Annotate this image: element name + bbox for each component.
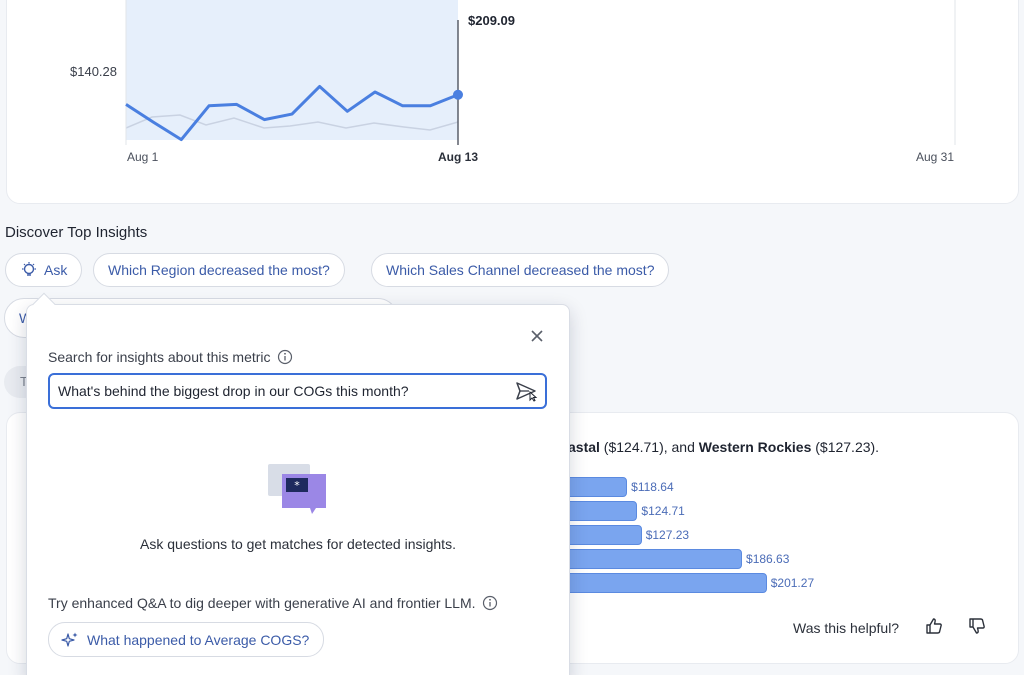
info-icon[interactable]: [482, 595, 498, 611]
search-label: Search for insights about this metric: [48, 349, 293, 365]
insight-bar: [568, 549, 743, 569]
lightbulb-icon: [22, 262, 36, 276]
chart-hover-point: [453, 89, 463, 100]
x-axis-tick-end: Aug 31: [916, 150, 955, 164]
line-chart[interactable]: [0, 0, 1024, 210]
chart-comparison-area: [125, 114, 459, 131]
insight-bar: [568, 501, 638, 521]
search-label-text: Search for insights about this metric: [48, 349, 271, 365]
ai-question-chip[interactable]: What happened to Average COGS?: [48, 622, 325, 657]
chip-region-decrease[interactable]: Which Region decreased the most?: [93, 253, 345, 287]
ask-button-label: Ask: [44, 262, 68, 278]
helpful-prompt: Was this helpful?: [793, 620, 900, 636]
insight-summary: astal ($124.71), and Western Rockies ($1…: [568, 439, 879, 455]
empty-state-text: Ask questions to get matches for detecte…: [140, 536, 456, 552]
thumbs-down-icon[interactable]: [968, 617, 986, 635]
close-icon[interactable]: [528, 327, 546, 345]
chart-highlight-area: [126, 0, 458, 140]
summary-suffix: ($127.23).: [811, 439, 880, 455]
insight-search-input[interactable]: [48, 373, 547, 409]
send-icon[interactable]: [515, 380, 539, 402]
enhanced-qa-text: Try enhanced Q&A to dig deeper with gene…: [48, 595, 476, 611]
ask-button[interactable]: Ask: [5, 253, 83, 287]
chart-series-line: [125, 84, 459, 142]
ai-chip-label: What happened to Average COGS?: [87, 631, 310, 648]
x-axis-tick-start: Aug 1: [127, 150, 159, 164]
summary-mid: ($124.71), and: [599, 439, 699, 455]
insight-bar-value: $127.23: [645, 528, 690, 542]
sparkle-icon: [61, 632, 78, 647]
x-axis-tick-hover: Aug 13: [438, 150, 479, 164]
summary-region: Western Rockies: [698, 439, 812, 455]
insight-bar: [568, 477, 628, 497]
insights-title: Discover Top Insights: [5, 224, 148, 241]
y-axis-tick: $140.28: [70, 64, 117, 79]
chart-hover-value: $209.09: [468, 13, 515, 28]
insight-bar: [568, 573, 767, 593]
insight-bar-value: $186.63: [746, 552, 790, 566]
chat-bubbles-illustration: *: [268, 464, 326, 514]
info-icon[interactable]: [277, 349, 293, 365]
enhanced-qa-label: Try enhanced Q&A to dig deeper with gene…: [48, 595, 498, 611]
svg-text:*: *: [294, 479, 300, 492]
chip-channel-decrease[interactable]: Which Sales Channel decreased the most?: [371, 253, 670, 287]
summary-region-partial: astal: [568, 439, 600, 455]
insight-bar-value: $201.27: [770, 576, 815, 590]
insight-bar-value: $118.64: [631, 480, 674, 494]
insight-bar: [568, 525, 642, 545]
thumbs-up-icon[interactable]: [925, 617, 943, 635]
insight-bar-value: $124.71: [641, 504, 685, 518]
